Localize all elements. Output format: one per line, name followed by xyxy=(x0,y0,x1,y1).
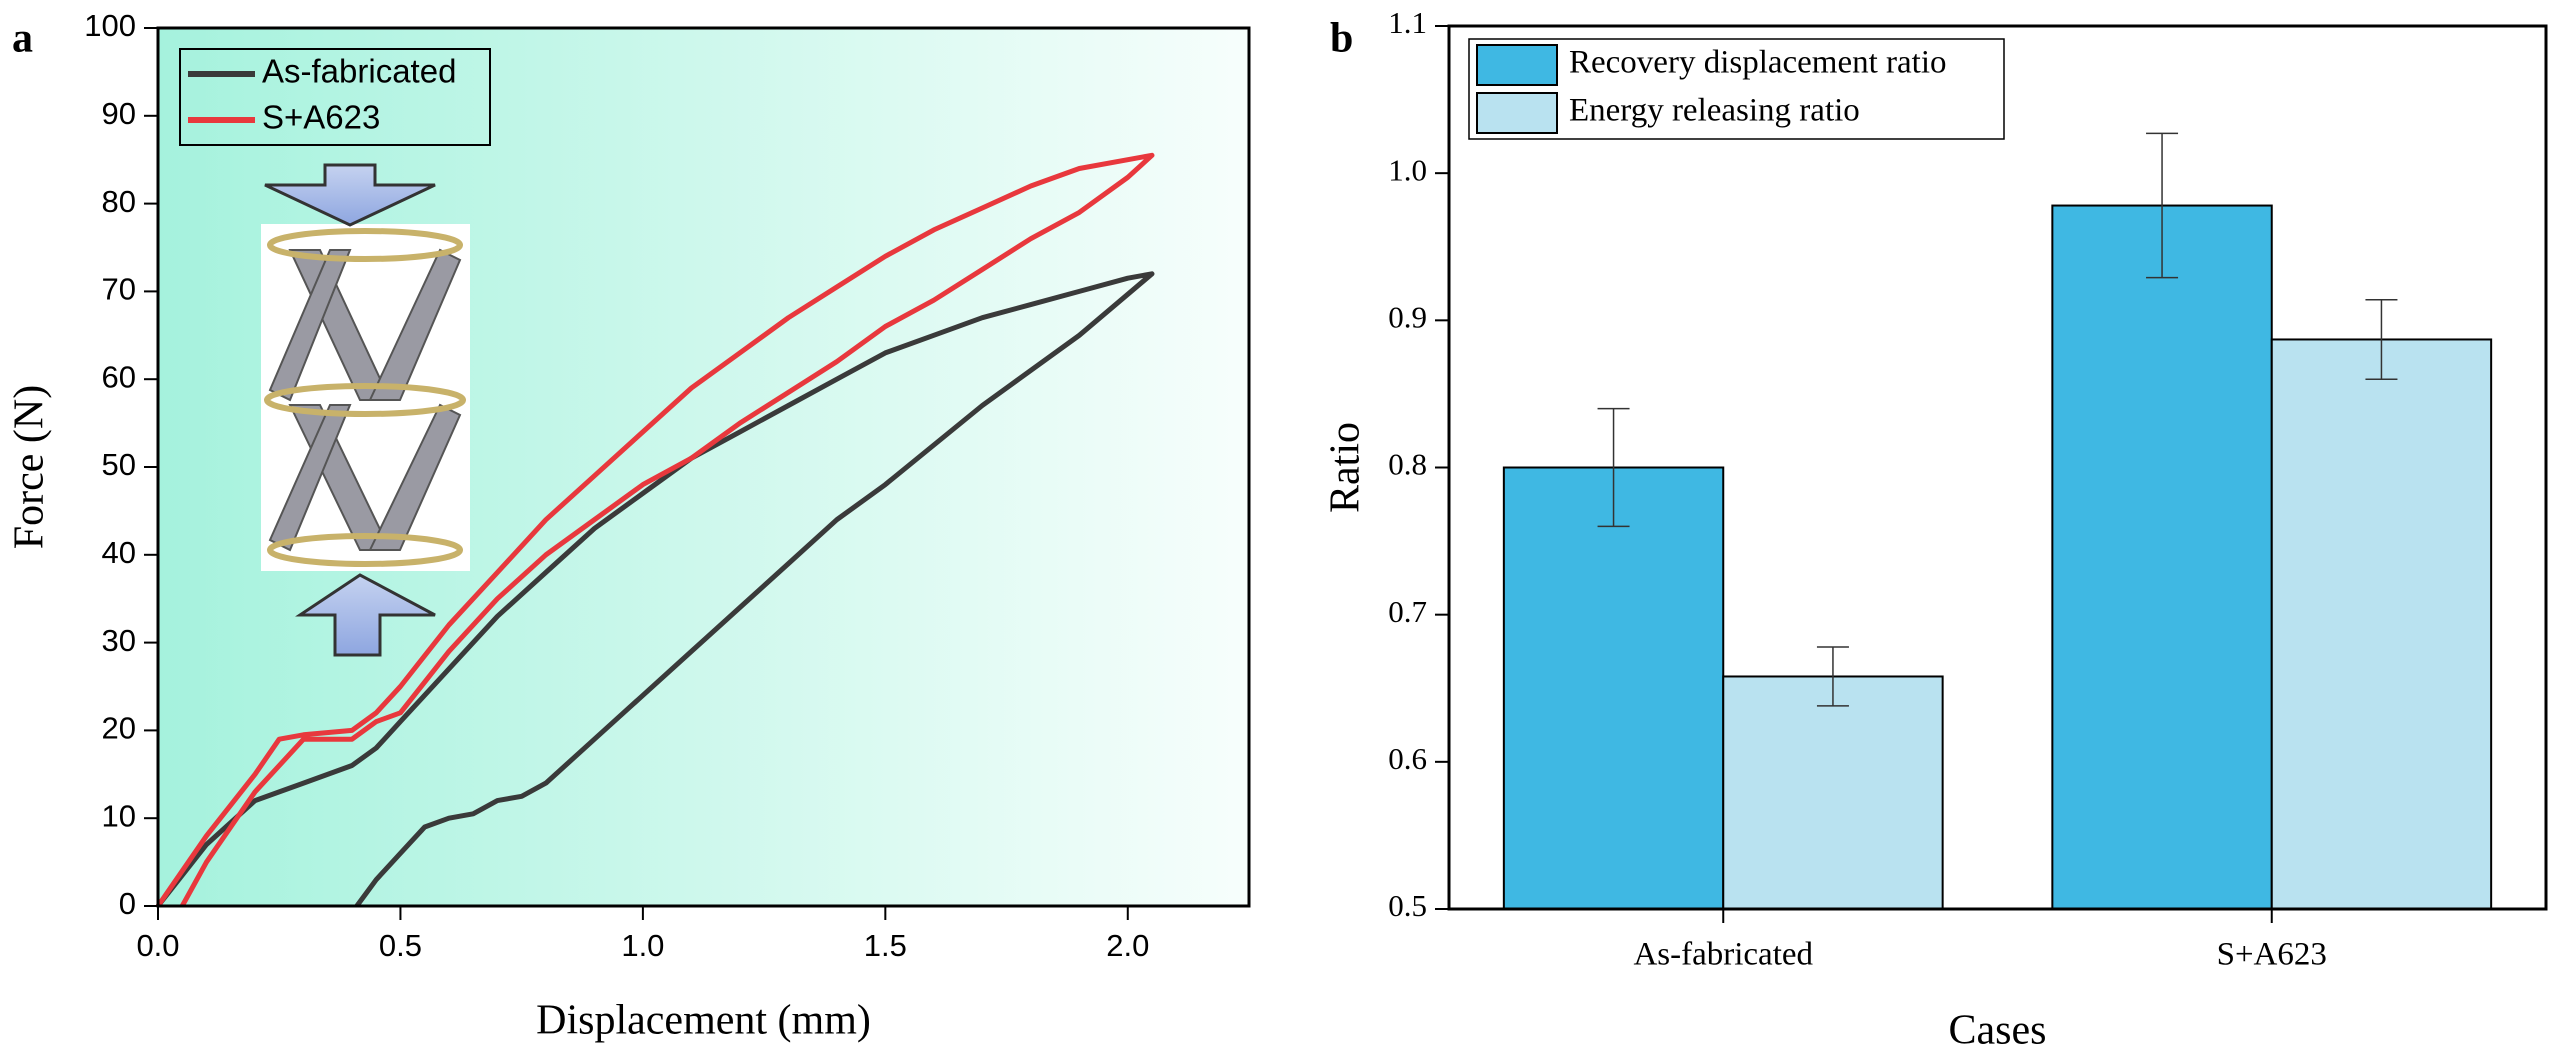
error-bar xyxy=(1597,407,1630,528)
legend-label: Recovery displacement ratio xyxy=(1569,45,1947,81)
legend-label: Energy releasing ratio xyxy=(1569,93,1860,129)
y-tick-label: 20 xyxy=(102,711,136,746)
y-tick-label: 60 xyxy=(102,359,136,394)
x-tick-label: S+A623 xyxy=(2217,937,2327,973)
data-line xyxy=(155,152,1155,908)
inset-illustration xyxy=(261,163,470,657)
error-bar xyxy=(1816,646,1849,707)
y-axis-title: Ratio xyxy=(1323,422,1369,513)
bar xyxy=(1502,466,1725,910)
x-tick-label: 2.0 xyxy=(1106,928,1149,963)
y-tick-label: 90 xyxy=(102,96,136,131)
y-tick-label: 1.0 xyxy=(1388,152,1427,187)
y-tick-label: 0 xyxy=(119,886,136,921)
x-tick-label: As-fabricated xyxy=(1633,937,1813,973)
arrow-up xyxy=(295,573,436,657)
y-tick-label: 10 xyxy=(102,798,136,833)
y-tick-label: 0.5 xyxy=(1388,888,1427,923)
legend-label: S+A623 xyxy=(262,99,380,136)
y-axis-title: Force (N) xyxy=(7,385,53,549)
y-tick-label: 1.1 xyxy=(1388,5,1427,40)
x-axis-title: Cases xyxy=(1949,1008,2047,1054)
y-tick-label: 0.7 xyxy=(1388,594,1427,629)
y-tick-label: 0.6 xyxy=(1388,741,1427,776)
error-bar xyxy=(2146,132,2179,279)
error-bar xyxy=(2365,298,2398,380)
x-tick-label: 0.0 xyxy=(136,928,179,963)
legend-swatch xyxy=(1476,44,1558,86)
lattice-struts xyxy=(268,248,462,552)
y-tick-label: 70 xyxy=(102,272,136,307)
x-tick-label: 1.0 xyxy=(621,928,664,963)
bar xyxy=(2270,338,2493,910)
y-tick-label: 40 xyxy=(102,535,136,570)
bar xyxy=(2051,204,2273,910)
x-axis-title: Displacement (mm) xyxy=(536,998,871,1044)
plot-frame xyxy=(156,26,1251,908)
panel-label: b xyxy=(1330,16,1353,62)
y-tick-label: 100 xyxy=(84,8,136,43)
y-tick-label: 0.9 xyxy=(1388,299,1427,334)
plot-frame xyxy=(1447,24,2548,911)
legend-box xyxy=(179,48,491,146)
y-tick-label: 0.8 xyxy=(1388,447,1427,482)
lattice-rings xyxy=(264,228,466,567)
arrow-down xyxy=(264,163,436,227)
x-tick-label: 1.5 xyxy=(864,928,907,963)
y-tick-label: 50 xyxy=(102,447,136,482)
panel-label: a xyxy=(12,16,33,62)
x-tick-label: 0.5 xyxy=(379,928,422,963)
legend-label: As-fabricated xyxy=(262,53,456,90)
data-line xyxy=(156,271,1155,908)
bar xyxy=(1722,675,1944,911)
legend-box xyxy=(1468,38,2005,140)
legend-swatch xyxy=(1476,92,1558,134)
y-tick-label: 80 xyxy=(102,184,136,219)
y-tick-label: 30 xyxy=(102,623,136,658)
